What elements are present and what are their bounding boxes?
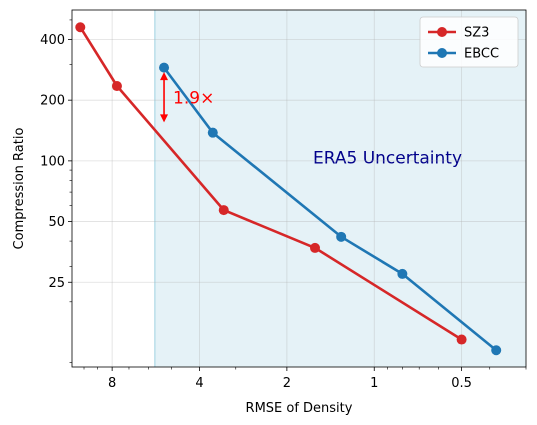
x-tick-label: 4 (195, 376, 203, 391)
data-point-sz3 (310, 242, 321, 253)
legend-marker-sz3 (437, 27, 447, 37)
data-point-sz3 (75, 22, 86, 33)
legend-label-ebcc: EBCC (464, 47, 499, 62)
data-point-sz3 (111, 81, 122, 92)
data-point-ebcc (207, 127, 218, 138)
x-tick-label: 1 (370, 376, 378, 391)
uncertainty-region-label: ERA5 Uncertainty (313, 149, 462, 169)
annotation-label: 1.9× (173, 88, 214, 108)
data-point-sz3 (456, 334, 467, 345)
data-point-ebcc (491, 345, 502, 356)
legend-label-sz3: SZ3 (464, 26, 489, 41)
annotation: 1.9× (160, 72, 214, 123)
data-point-sz3 (218, 205, 229, 216)
uncertainty-region (154, 10, 526, 367)
axis-ticks: 8 4 2 1 0.5 25 50 100 200 400 (40, 19, 527, 391)
data-point-ebcc (336, 231, 347, 242)
y-tick-label: 25 (48, 276, 65, 291)
legend-marker-ebcc (437, 48, 447, 58)
y-tick-label: 400 (40, 33, 65, 48)
series-lines (75, 22, 502, 356)
data-point-ebcc (397, 268, 408, 279)
data-point-ebcc (159, 62, 170, 73)
y-axis-label: Compression Ratio (12, 128, 27, 250)
y-tick-label: 100 (40, 154, 65, 169)
gridlines (72, 10, 526, 367)
y-tick-label: 200 (40, 94, 65, 109)
x-tick-label: 8 (108, 376, 116, 391)
shaded-region: ERA5 Uncertainty (154, 10, 526, 367)
legend: SZ3 EBCC (419, 16, 519, 68)
x-axis-label: RMSE of Density (246, 401, 353, 416)
annotation-arrow-head-down (160, 114, 169, 123)
plot-frame (71, 9, 527, 368)
x-tick-label: 2 (283, 376, 291, 391)
y-tick-label: 50 (48, 215, 65, 230)
x-tick-label: 0.5 (451, 376, 472, 391)
annotation-arrow-head-up (160, 72, 169, 81)
